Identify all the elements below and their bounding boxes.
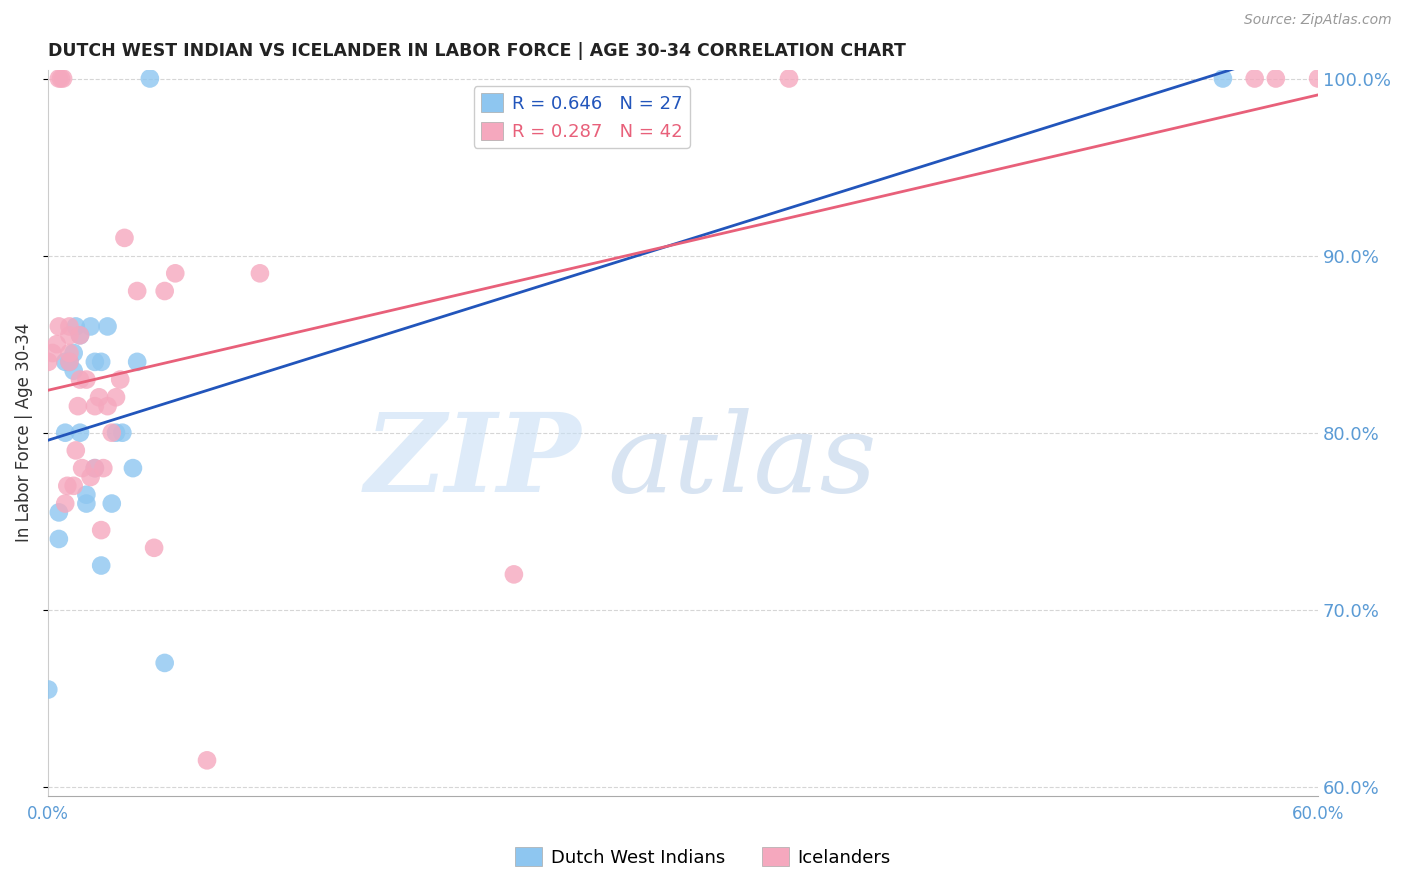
Point [69,425,91,440]
Point [79,470,101,484]
Point [53,497,76,511]
Point [79,319,101,334]
Point [100,497,122,511]
Point [45,337,67,351]
Point [56,479,79,493]
Point [48,319,70,334]
Point [105,390,128,404]
Point [49,71,72,86]
Point [69,328,91,343]
Point [52,71,75,86]
Point [87,390,110,404]
Point [122,461,145,475]
Point [65,443,87,458]
Point [48,71,70,86]
Point [127,355,149,369]
Point [65,319,87,334]
Point [105,425,128,440]
Point [83,461,105,475]
Point [83,355,105,369]
Point [139,71,162,86]
Point [75,373,97,387]
Point [53,425,76,440]
Point [153,656,176,670]
Point [70,461,93,475]
Point [58,355,80,369]
Point [41,346,63,360]
Point [58,346,80,360]
Point [195,753,218,767]
Point [1264,71,1286,86]
Point [1308,71,1330,86]
Point [37,682,59,697]
Point [1212,71,1234,86]
Point [90,355,112,369]
Point [91,461,114,475]
Point [58,328,80,343]
Point [69,328,91,343]
Point [778,71,800,86]
Point [153,284,176,298]
Point [62,479,84,493]
Point [48,505,70,519]
Legend: R = 0.646   N = 27, R = 0.287   N = 42: R = 0.646 N = 27, R = 0.287 N = 42 [474,86,689,148]
Point [110,373,132,387]
Point [165,266,187,280]
Point [249,266,271,280]
Point [53,355,76,369]
Point [100,425,122,440]
Point [75,497,97,511]
Text: ZIP: ZIP [366,408,582,516]
Point [96,399,118,413]
Point [62,346,84,360]
Text: DUTCH WEST INDIAN VS ICELANDER IN LABOR FORCE | AGE 30-34 CORRELATION CHART: DUTCH WEST INDIAN VS ICELANDER IN LABOR … [48,42,905,60]
Point [503,567,526,582]
Point [90,523,112,537]
Point [96,319,118,334]
Point [48,532,70,546]
Y-axis label: In Labor Force | Age 30-34: In Labor Force | Age 30-34 [15,323,32,542]
Point [1243,71,1265,86]
Point [58,355,80,369]
Text: atlas: atlas [607,408,877,516]
Legend: Dutch West Indians, Icelanders: Dutch West Indians, Icelanders [508,840,898,874]
Point [143,541,166,555]
Point [75,488,97,502]
Point [37,355,59,369]
Text: Source: ZipAtlas.com: Source: ZipAtlas.com [1244,13,1392,28]
Point [90,558,112,573]
Point [83,399,105,413]
Point [62,364,84,378]
Point [127,284,149,298]
Point [69,373,91,387]
Point [66,399,89,413]
Point [83,461,105,475]
Point [58,319,80,334]
Point [114,231,136,245]
Point [111,425,134,440]
